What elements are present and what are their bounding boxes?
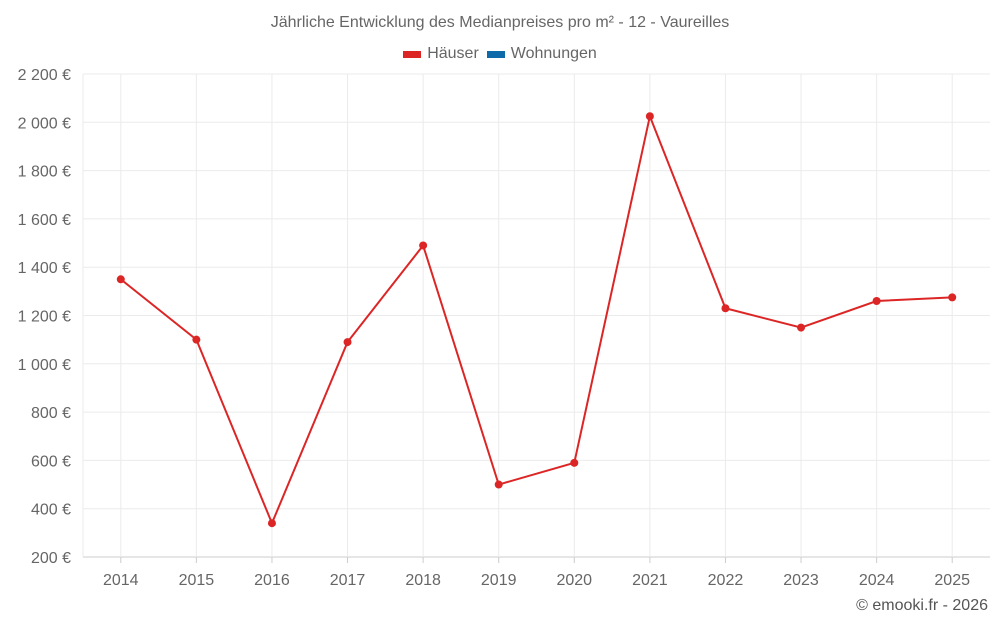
data-point (343, 338, 352, 347)
legend-item-apartments[interactable]: Wohnungen (486, 45, 597, 63)
y-tick-label: 2 000 € (18, 115, 71, 132)
legend-label-apartments: Wohnungen (510, 45, 597, 62)
series-line-houses (120, 112, 953, 526)
data-point (116, 275, 125, 284)
x-tick-label: 2015 (179, 572, 215, 589)
y-tick-label: 1 400 € (18, 260, 71, 277)
data-point (797, 323, 806, 332)
y-tick-label: 2 200 € (18, 67, 71, 84)
data-point (419, 241, 428, 250)
y-tick-label: 1 000 € (18, 357, 71, 374)
data-point (494, 480, 503, 489)
y-tick-label: 1 600 € (18, 212, 71, 229)
y-tick-label: 800 € (31, 405, 71, 422)
x-tick-label: 2017 (330, 572, 366, 589)
x-tick-label: 2025 (934, 572, 970, 589)
data-point (872, 297, 881, 306)
y-tick-label: 1 800 € (18, 164, 71, 181)
credit: © emooki.fr - 2026 (856, 597, 988, 614)
data-point (721, 304, 730, 313)
y-tick-label: 400 € (31, 502, 71, 519)
x-tick-label: 2018 (405, 572, 441, 589)
x-tick-label: 2019 (481, 572, 517, 589)
x-tick-label: 2021 (632, 572, 668, 589)
x-tick-label: 2016 (254, 572, 290, 589)
legend-swatch-houses (403, 50, 422, 58)
data-point (570, 458, 579, 467)
x-tick-label: 2014 (103, 572, 139, 589)
y-tick-label: 1 200 € (18, 309, 71, 326)
data-point (948, 293, 957, 302)
data-point (267, 519, 276, 528)
legend-label-houses: Häuser (427, 45, 479, 62)
x-tick-label: 2020 (556, 572, 592, 589)
x-tick-label: 2023 (783, 572, 819, 589)
x-tick-label: 2024 (859, 572, 895, 589)
data-point (645, 112, 654, 121)
x-tick-label: 2022 (708, 572, 744, 589)
legend-swatch-apartments (486, 50, 505, 58)
y-tick-label: 600 € (31, 453, 71, 470)
legend: Häuser Wohnungen (0, 45, 1000, 63)
data-point (192, 335, 201, 344)
chart-title: Jährliche Entwicklung des Medianpreises … (270, 14, 730, 31)
y-tick-label: 200 € (31, 550, 71, 567)
legend-item-houses[interactable]: Häuser (403, 45, 479, 63)
